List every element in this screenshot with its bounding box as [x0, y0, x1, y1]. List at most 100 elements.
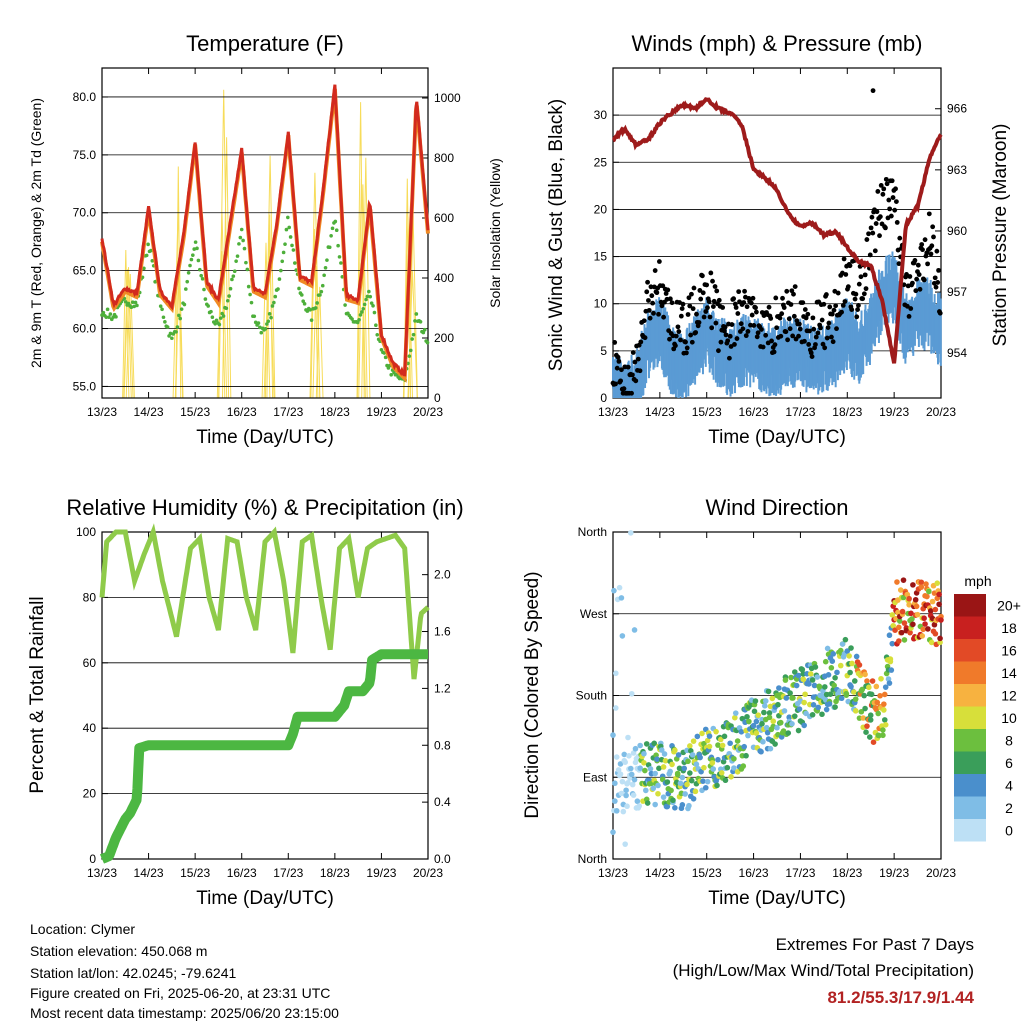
- temperature-ytick-label: 55.0: [73, 379, 97, 393]
- gust-point: [800, 300, 806, 306]
- gust-point: [935, 280, 941, 285]
- direction-point: [802, 691, 808, 698]
- gust-point: [633, 378, 639, 384]
- dewpoint-point: [161, 315, 166, 320]
- gust-point: [722, 324, 728, 330]
- gust-point: [645, 279, 650, 285]
- direction-point: [612, 780, 618, 787]
- direction-point: [652, 801, 658, 808]
- gust-point: [680, 301, 686, 307]
- gust-point: [760, 344, 766, 350]
- dewpoint-point: [408, 348, 413, 353]
- dewpoint-point: [224, 306, 229, 311]
- direction-point: [807, 671, 814, 677]
- direction-point: [932, 606, 939, 613]
- gust-point: [841, 256, 847, 262]
- colorbar-swatch: [954, 706, 986, 729]
- winds-xtick-label: 17/23: [785, 405, 815, 419]
- direction-point: [762, 703, 768, 709]
- insolation-line: [261, 242, 271, 399]
- direction-point: [889, 612, 896, 618]
- gust-point: [687, 303, 693, 309]
- gust-point: [861, 291, 867, 297]
- direction-title: Wind Direction: [705, 495, 848, 520]
- colorbar-swatch: [954, 751, 986, 774]
- direction-point: [856, 662, 863, 668]
- direction-point: [790, 695, 796, 701]
- humidity-ytick-right-label: 2.0: [434, 568, 451, 582]
- direction-point: [847, 669, 853, 676]
- direction-point: [825, 672, 832, 678]
- gust-point: [868, 225, 874, 231]
- dewpoint-point: [175, 325, 180, 329]
- direction-point: [625, 734, 631, 741]
- dewpoint-point: [135, 303, 139, 308]
- dewpoint-point: [270, 304, 275, 308]
- direction-point: [792, 669, 798, 675]
- gust-point: [805, 311, 811, 317]
- gust-point: [694, 311, 699, 317]
- direction-point: [651, 740, 658, 747]
- direction-xtick-label: 18/23: [832, 866, 862, 880]
- direction-point: [801, 699, 807, 706]
- direction-point: [795, 727, 802, 734]
- direction-point: [869, 678, 876, 684]
- direction-point: [785, 730, 792, 736]
- direction-point: [741, 743, 747, 750]
- dewpoint-point: [206, 304, 210, 308]
- direction-point: [702, 784, 709, 791]
- direction-point: [764, 729, 771, 736]
- dewpoint-point: [410, 337, 414, 341]
- gust-point: [637, 368, 643, 374]
- humidity-ytick-right-label: 1.2: [434, 681, 451, 695]
- gust-point: [845, 284, 851, 290]
- direction-point: [715, 756, 721, 763]
- direction-point: [679, 802, 686, 808]
- dewpoint-point: [263, 327, 268, 331]
- direction-point: [809, 677, 816, 683]
- direction-point: [684, 781, 690, 788]
- gust-point: [696, 320, 702, 325]
- direction-point: [861, 692, 867, 699]
- gust-point: [929, 243, 935, 249]
- temperature-ytick-right-label: 1000: [434, 91, 461, 105]
- gust-point: [853, 291, 859, 297]
- gust-point: [890, 195, 896, 200]
- direction-point: [613, 808, 620, 814]
- direction-point: [774, 724, 780, 731]
- dewpoint-point: [185, 279, 190, 284]
- temperature-ytick-right-label: 400: [434, 271, 454, 285]
- direction-point: [766, 710, 773, 716]
- direction-point: [632, 745, 639, 752]
- winds-xtick-label: 19/23: [879, 405, 909, 419]
- dewpoint-point: [293, 261, 297, 265]
- dewpoint-point: [364, 297, 368, 302]
- direction-point: [693, 761, 700, 767]
- gust-point: [822, 345, 828, 351]
- direction-point: [728, 773, 734, 780]
- direction-ytick-label: North: [578, 525, 607, 539]
- dewpoint-point: [339, 261, 343, 265]
- gust-point: [856, 303, 861, 308]
- gust-point: [889, 178, 895, 184]
- gust-point: [870, 230, 876, 236]
- direction-point: [918, 579, 925, 586]
- direction-point: [846, 653, 852, 659]
- gust-point: [870, 88, 876, 94]
- humidity-xtick-label: 14/23: [134, 866, 164, 880]
- direction-point: [667, 768, 673, 775]
- gust-point: [663, 291, 669, 296]
- direction-point: [896, 624, 902, 631]
- gust-point: [866, 231, 871, 237]
- dewpoint-point: [337, 255, 342, 259]
- dewpoint-point: [367, 289, 371, 294]
- direction-point: [822, 658, 829, 665]
- direction-point: [699, 730, 705, 737]
- direction-point: [906, 601, 912, 608]
- direction-point: [910, 582, 916, 588]
- direction-point: [706, 743, 713, 750]
- gust-point: [727, 333, 733, 339]
- gust-point: [910, 280, 915, 286]
- direction-point: [654, 756, 660, 762]
- gust-point: [707, 314, 713, 320]
